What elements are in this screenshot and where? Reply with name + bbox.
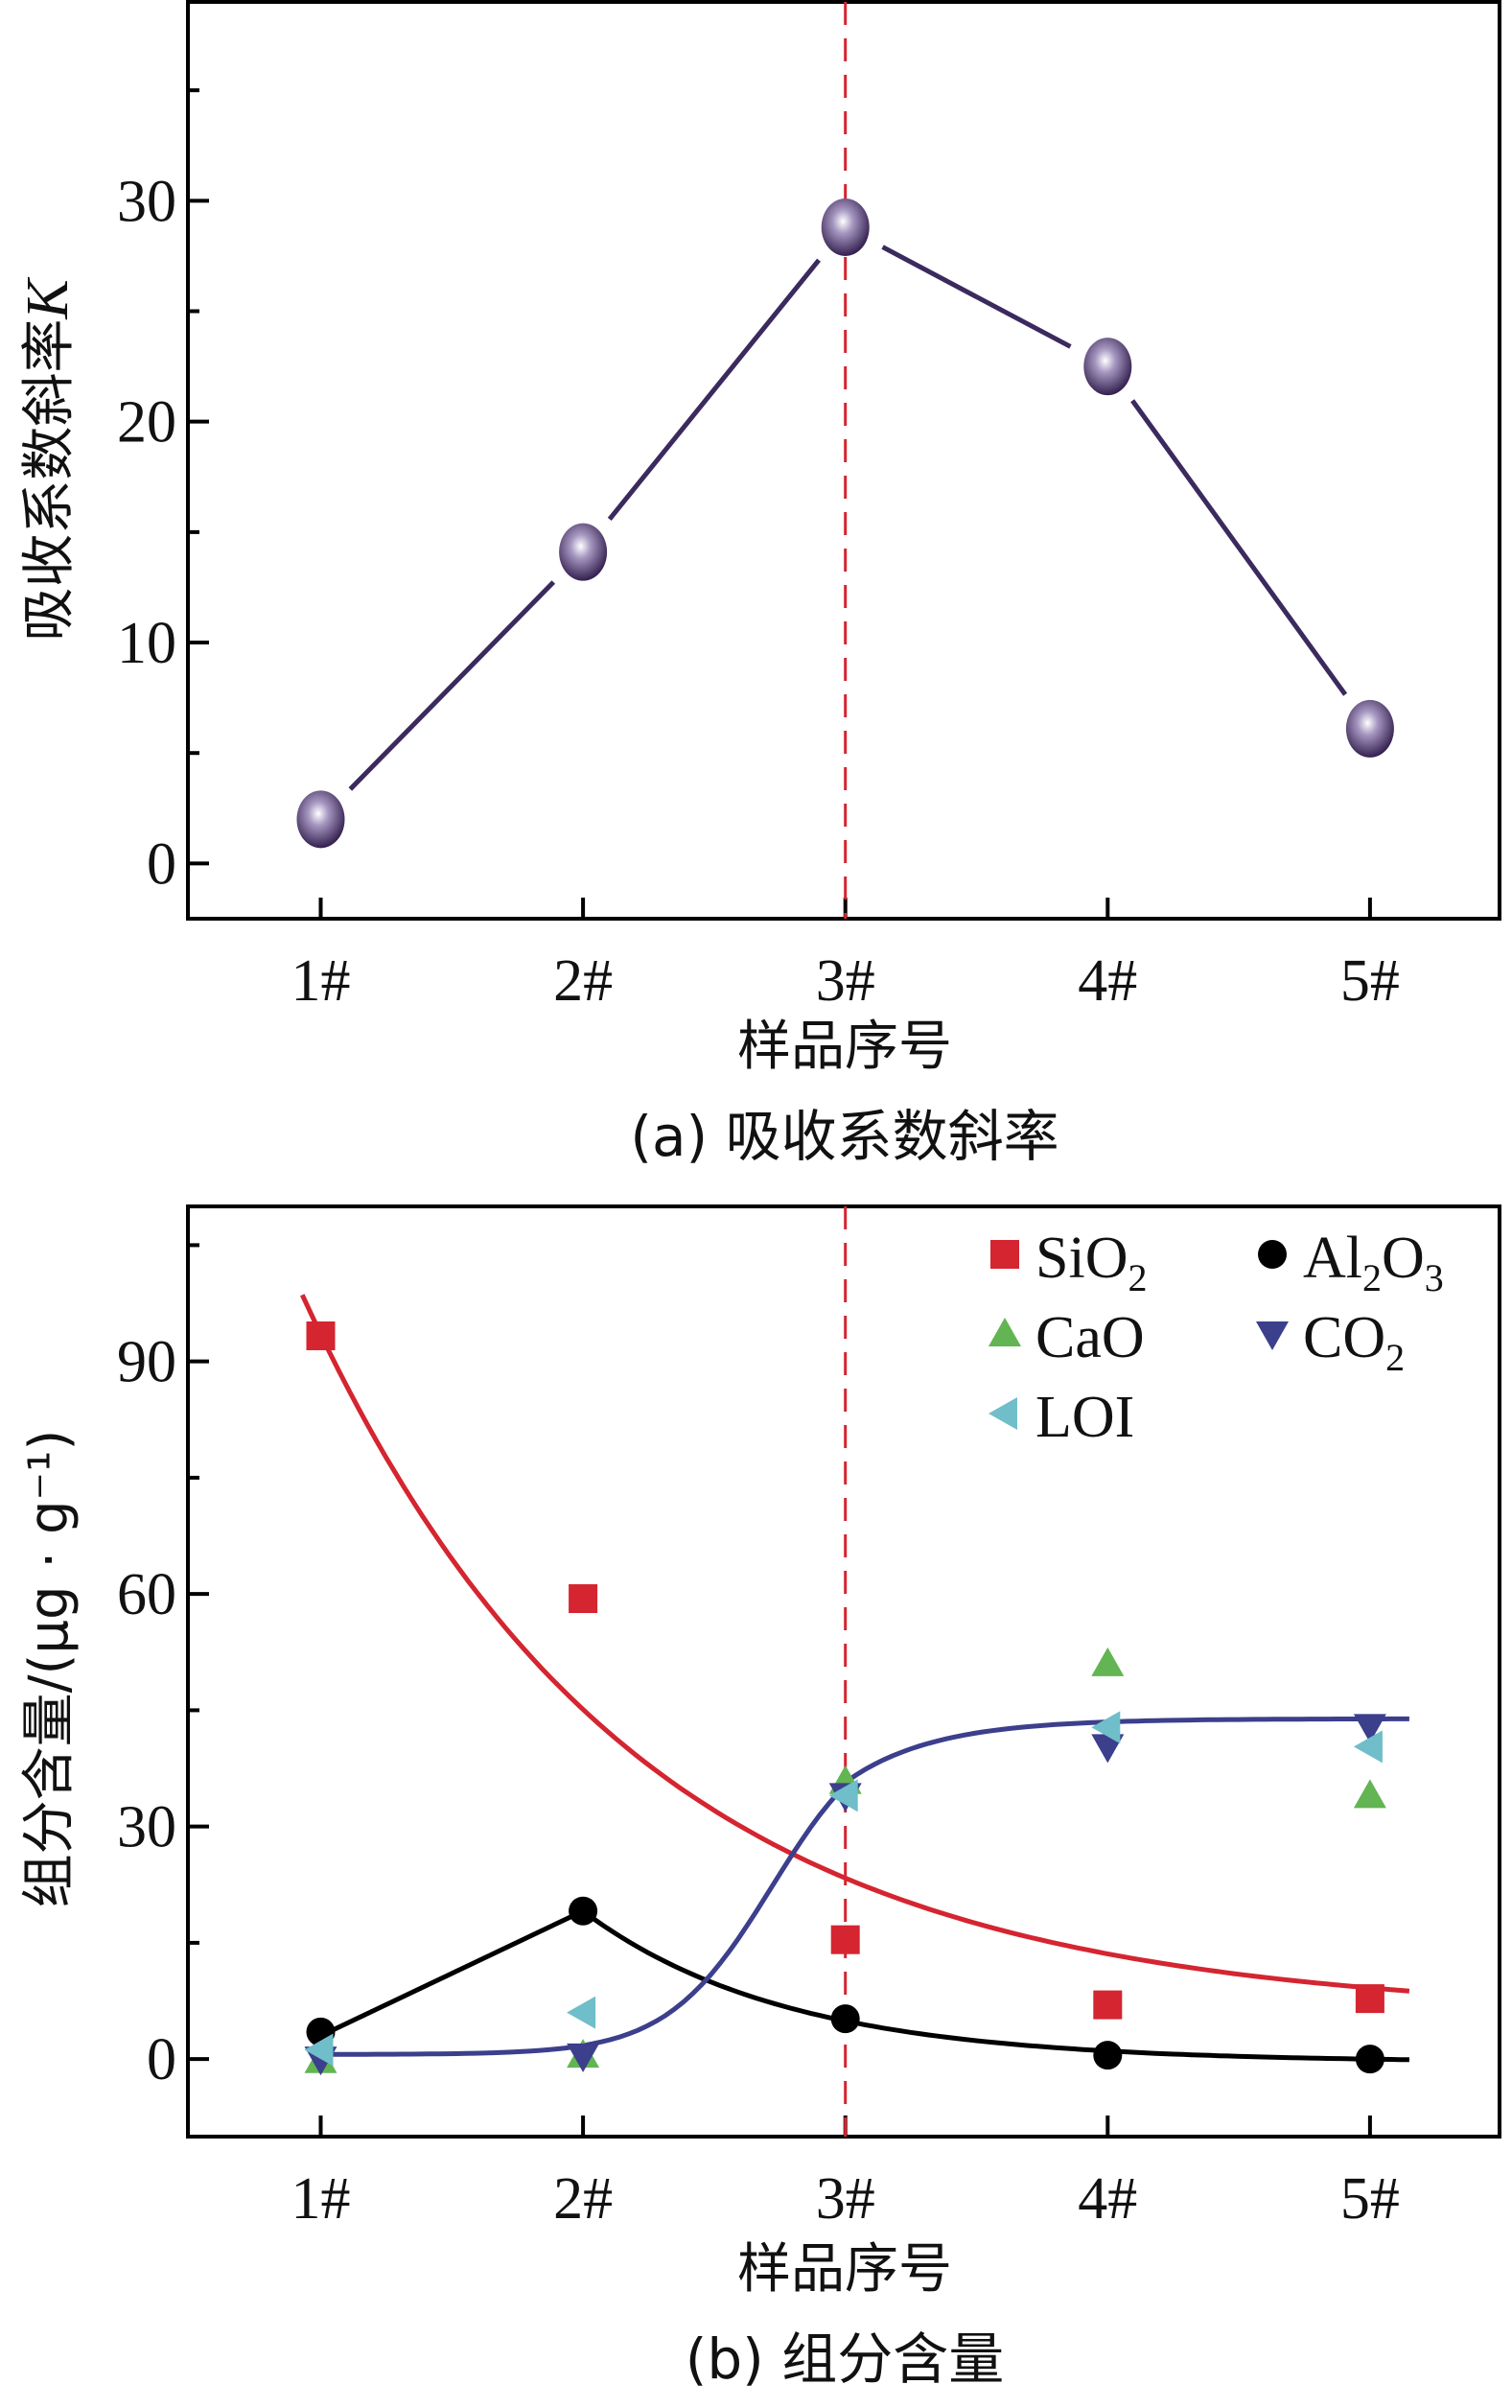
chart-b-caption: (b) 组分含量 [686, 2326, 1005, 2392]
data-point-al2o3 [1355, 2045, 1384, 2074]
data-point-sphere [821, 198, 870, 256]
data-point-loi [304, 2033, 334, 2067]
y-tick-label: 0 [147, 831, 176, 897]
data-point-sphere [296, 790, 345, 849]
chart-b-fit-curves [300, 1294, 1410, 2063]
y-tick-label: 10 [117, 611, 176, 676]
x-tick-label: 2# [553, 2166, 613, 2232]
legend-marker-al2o3 [1258, 1240, 1287, 1269]
chart-b: 0 30 60 90 1# 2# 3# 4# 5# SiO2 Al2O3 CaO CO2 LOI 组分… [18, 1204, 1501, 2392]
y-tick-label: 90 [117, 1330, 176, 1395]
data-point-al2o3 [830, 2004, 860, 2034]
legend-label-co2: CO2 [1303, 1305, 1405, 1379]
y-tick-label: 30 [117, 1795, 176, 1860]
chart-a-points [296, 198, 1394, 849]
y-tick-label: 60 [117, 1562, 176, 1627]
x-tick-label: 3# [816, 948, 875, 1014]
x-tick-label: 1# [291, 948, 351, 1014]
data-point-cao [1353, 1779, 1386, 1809]
chart-a-frame [186, 0, 1501, 921]
legend-marker-sio2 [990, 1240, 1019, 1269]
data-point-co2 [1091, 1734, 1125, 1764]
y-tick-label: 20 [117, 390, 176, 456]
chart-b-points [304, 1321, 1386, 2076]
chart-a-x-axis: 1# 2# 3# 4# 5# [291, 898, 1400, 1014]
legend-marker-cao [989, 1318, 1021, 1346]
legend-label-sio2: SiO2 [1035, 1226, 1147, 1299]
chart-b-ylabel: 组分含量/(μg · g⁻¹) [18, 1430, 81, 1908]
line-segment [881, 245, 1072, 349]
chart-a-ylabel: 吸收系数斜率K [15, 276, 81, 642]
chart-b-xlabel: 样品序号 [737, 2238, 952, 2301]
line-segment [1130, 399, 1348, 696]
x-tick-label: 4# [1078, 948, 1137, 1014]
chart-b-x-axis: 1# 2# 3# 4# 5# [291, 2116, 1400, 2232]
data-point-sio2 [830, 1925, 860, 1954]
chart-b-legend: SiO2 Al2O3 CaO CO2 LOI [989, 1226, 1444, 1450]
data-point-loi [567, 1996, 596, 2029]
data-point-loi [828, 1779, 858, 1812]
x-tick-label: 5# [1340, 948, 1400, 1014]
fit-curve-sio2 [300, 1294, 1410, 1994]
chart-a-series-line [348, 245, 1348, 791]
legend-label-cao: CaO [1035, 1305, 1145, 1370]
fit-curve-co2 [320, 1716, 1409, 2057]
data-point-sio2 [569, 1584, 598, 1614]
data-point-loi [1353, 1730, 1383, 1764]
fit-curve-al2o3 [319, 1908, 1409, 2063]
x-tick-label: 4# [1078, 2166, 1137, 2232]
data-point-cao [1091, 1647, 1125, 1676]
data-point-sio2 [1093, 1990, 1123, 2020]
data-point-al2o3 [569, 1896, 598, 1926]
data-point-al2o3 [1093, 2041, 1123, 2070]
data-point-sphere [1083, 338, 1132, 396]
x-tick-label: 2# [553, 948, 613, 1014]
chart-a-y-axis: 0 10 20 30 [117, 88, 209, 897]
legend-label-al2o3: Al2O3 [1303, 1226, 1444, 1299]
chart-a-caption: (a) 吸收系数斜率 [630, 1104, 1058, 1169]
legend-label-loi: LOI [1035, 1385, 1134, 1450]
data-point-co2 [567, 2043, 600, 2072]
legend-marker-loi [989, 1397, 1017, 1430]
data-point-sphere [1345, 699, 1394, 758]
x-tick-label: 5# [1340, 2166, 1400, 2232]
chart-a: 0 10 20 30 1# 2# 3# 4# 5# 吸收系数斜率K 样品序号 (a) 吸收系数… [15, 0, 1501, 1169]
x-tick-label: 1# [291, 2166, 351, 2232]
legend-marker-co2 [1256, 1321, 1289, 1350]
x-tick-label: 3# [816, 2166, 875, 2232]
line-segment [348, 580, 556, 791]
y-tick-label: 30 [117, 169, 176, 234]
data-point-loi [1091, 1711, 1121, 1744]
chart-b-y-axis: 0 30 60 90 [117, 1243, 209, 2092]
y-tick-label: 0 [147, 2027, 176, 2092]
data-point-sio2 [306, 1321, 336, 1350]
data-point-sphere [559, 523, 608, 581]
chart-a-xlabel: 样品序号 [737, 1016, 952, 1078]
line-segment [607, 258, 821, 521]
data-point-sio2 [1355, 1984, 1384, 2014]
data-point-co2 [1353, 1714, 1386, 1743]
